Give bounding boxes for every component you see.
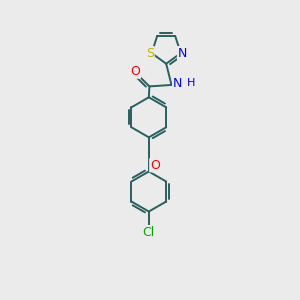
Text: Cl: Cl — [143, 226, 155, 239]
Text: S: S — [146, 46, 154, 60]
Text: O: O — [130, 65, 140, 78]
Text: H: H — [187, 79, 195, 88]
Text: N: N — [173, 77, 182, 90]
Text: N: N — [178, 46, 187, 60]
Text: O: O — [150, 159, 160, 172]
